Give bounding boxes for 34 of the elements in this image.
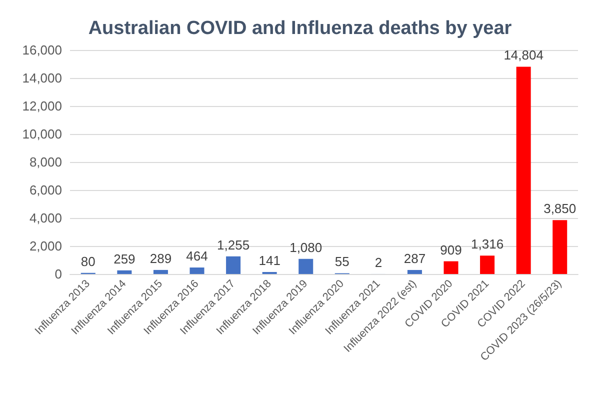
bar bbox=[226, 256, 241, 274]
bar bbox=[190, 268, 204, 274]
bar bbox=[552, 220, 568, 274]
bar bbox=[153, 270, 168, 274]
y-tick-label: 6,000 bbox=[29, 182, 62, 198]
data-label: 1,080 bbox=[290, 240, 322, 255]
y-tick-label: 12,000 bbox=[22, 98, 62, 114]
data-label: 14,804 bbox=[504, 48, 544, 63]
data-label: 259 bbox=[114, 251, 136, 266]
data-label: 80 bbox=[80, 254, 96, 269]
y-tick-label: 16,000 bbox=[22, 42, 62, 58]
bar bbox=[117, 270, 132, 274]
data-label: 1,255 bbox=[217, 237, 250, 252]
data-label: 464 bbox=[186, 248, 208, 264]
chart-title: Australian COVID and Influenza deaths by year bbox=[88, 18, 512, 39]
y-tick-label: 0 bbox=[54, 266, 62, 282]
bar bbox=[298, 258, 314, 274]
y-tick-label: 10,000 bbox=[22, 126, 62, 142]
y-tick-label: 14,000 bbox=[22, 70, 62, 86]
data-label: 55 bbox=[334, 254, 350, 270]
bar bbox=[407, 270, 422, 274]
data-label: 289 bbox=[150, 250, 172, 266]
data-label: 287 bbox=[404, 250, 426, 266]
y-tick-label: 8,000 bbox=[29, 154, 62, 170]
bar bbox=[480, 256, 495, 274]
y-tick-label: 4,000 bbox=[29, 210, 62, 226]
y-tick-label: 2,000 bbox=[29, 238, 62, 254]
bar bbox=[444, 261, 458, 274]
data-label: 2 bbox=[374, 254, 382, 270]
data-label: 141 bbox=[258, 253, 280, 268]
bar bbox=[516, 66, 531, 274]
data-label: 909 bbox=[440, 242, 462, 258]
data-label: 1,316 bbox=[471, 236, 504, 252]
data-label: 3,850 bbox=[544, 201, 576, 216]
